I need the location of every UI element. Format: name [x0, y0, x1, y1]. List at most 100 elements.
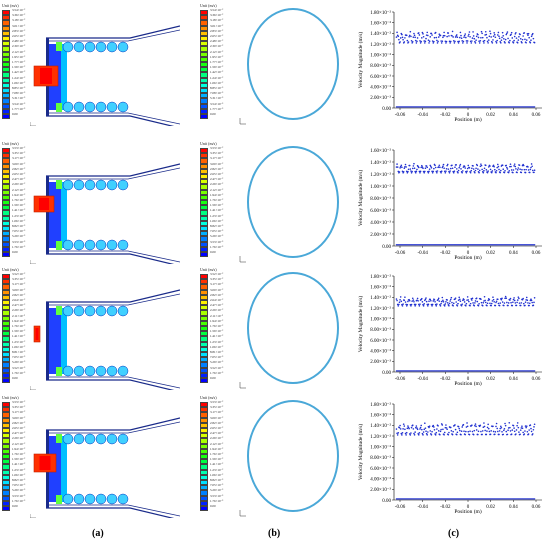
data-point [443, 34, 446, 37]
data-point [519, 429, 522, 431]
data-point [524, 38, 526, 41]
data-point [442, 428, 444, 431]
data-point [449, 498, 451, 500]
data-point [463, 370, 465, 372]
panel-b2-legend-label: 1.23×10⁻² [210, 339, 224, 344]
data-point [447, 244, 449, 246]
data-point [516, 370, 518, 372]
data-point [527, 34, 529, 37]
data-point [446, 428, 448, 431]
data-point [525, 168, 527, 171]
data-point [512, 244, 514, 246]
data-point [530, 498, 533, 500]
data-point [530, 35, 533, 38]
panel-b3-legend-label: 1.06×10⁻² [210, 472, 224, 477]
data-point [460, 498, 462, 500]
data-point [531, 165, 533, 168]
data-point [500, 370, 502, 372]
data-point [482, 106, 484, 108]
data-point [414, 426, 417, 429]
panel-a2-legend-label: 2.29×10⁻² [12, 308, 26, 313]
data-point [484, 164, 487, 167]
y-tick-label: 2.00×10⁻³ [370, 232, 391, 238]
x-tick-label: 0.06 [532, 251, 541, 256]
data-point [513, 106, 515, 108]
data-point [510, 244, 512, 246]
data-point [429, 430, 432, 432]
data-point [480, 163, 482, 165]
data-point [472, 106, 474, 108]
data-point [514, 370, 516, 372]
data-point [404, 370, 407, 372]
data-point [491, 300, 494, 302]
panel-b3-legend-swatch [200, 454, 208, 460]
data-point [513, 370, 515, 372]
data-point [533, 41, 536, 44]
data-point [492, 244, 494, 246]
data-point [493, 244, 495, 246]
panel-a3-legend-label: 3.53×10⁻³ [12, 493, 26, 498]
data-point [472, 244, 474, 246]
data-point [459, 298, 461, 301]
panel-b1-legend-label: 1.59×10⁻² [210, 203, 224, 208]
data-point [445, 42, 447, 44]
panel-a0-legend-label: 2.48×10⁻² [12, 39, 26, 44]
data-point [526, 498, 529, 500]
data-point [455, 370, 457, 372]
data-point [526, 106, 529, 108]
data-point [530, 244, 533, 246]
data-point [478, 169, 481, 172]
data-point [440, 302, 442, 305]
data-point [450, 106, 452, 108]
data-point [443, 370, 445, 372]
data-point [467, 430, 470, 433]
data-point [520, 106, 523, 108]
x-tick-label: -0.04 [417, 377, 428, 382]
data-point [412, 36, 415, 38]
data-point [456, 244, 458, 246]
data-point [416, 37, 419, 39]
data-point [516, 171, 518, 174]
data-point [439, 106, 441, 108]
data-point [491, 370, 493, 372]
panel-a3-legend-label: 1.76×10⁻³ [12, 498, 26, 503]
y-tick-label: 8.00×10⁻³ [370, 455, 391, 461]
data-point [448, 171, 451, 174]
data-point [471, 430, 474, 433]
data-point [442, 106, 444, 108]
data-point [484, 299, 486, 302]
data-point [517, 244, 520, 246]
data-point [449, 426, 452, 429]
data-point [521, 38, 524, 41]
data-point [441, 424, 444, 426]
data-point [418, 106, 421, 108]
data-point [425, 300, 428, 303]
data-point [514, 106, 516, 108]
x-tick-label: 0 [467, 251, 470, 256]
data-point [413, 244, 416, 246]
data-point [416, 106, 419, 108]
data-point [528, 171, 531, 174]
data-point [449, 170, 451, 172]
data-point [486, 40, 489, 43]
cfd-geometry-2 [30, 289, 180, 390]
data-point [457, 302, 459, 305]
data-point [506, 370, 508, 372]
data-point [531, 169, 534, 172]
data-point [506, 31, 509, 33]
panel-b1-legend-label: 8.82×10⁻³ [210, 224, 224, 228]
data-point [463, 301, 466, 303]
data-point [490, 304, 492, 307]
data-point [487, 42, 489, 44]
data-point [457, 425, 460, 428]
data-point [434, 498, 436, 500]
data-point [421, 106, 424, 108]
panel-a0-legend-swatch [2, 77, 10, 83]
data-point [490, 302, 493, 305]
data-point [466, 370, 468, 372]
data-point [422, 370, 424, 372]
data-point [403, 370, 406, 372]
x-tick-label: -0.04 [417, 251, 428, 256]
data-point [527, 370, 530, 372]
panel-a2-legend-label: 3.52×10⁻² [12, 272, 26, 276]
